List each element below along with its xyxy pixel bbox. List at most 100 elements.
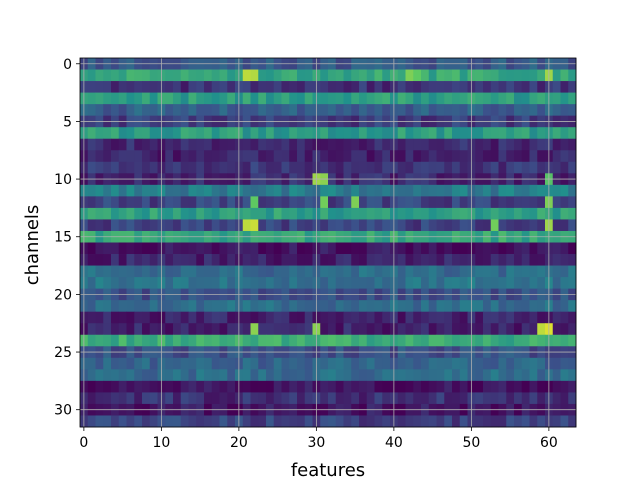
heatmap-cell bbox=[219, 334, 228, 347]
heatmap-cell bbox=[374, 300, 383, 313]
heatmap-cell bbox=[514, 184, 523, 197]
heatmap-cell bbox=[196, 127, 205, 140]
heatmap-cell bbox=[452, 392, 461, 405]
heatmap-cell bbox=[111, 254, 120, 266]
heatmap-cell bbox=[118, 300, 127, 313]
heatmap-cell bbox=[188, 334, 197, 347]
heatmap-cell bbox=[273, 415, 282, 428]
heatmap-cell bbox=[149, 415, 158, 428]
heatmap-cell bbox=[359, 300, 368, 313]
heatmap-cell bbox=[87, 69, 96, 82]
heatmap-cell bbox=[552, 138, 561, 151]
heatmap-cell bbox=[343, 334, 352, 347]
heatmap-cell bbox=[366, 207, 375, 220]
heatmap-cell bbox=[149, 277, 158, 290]
heatmap-cell bbox=[281, 207, 290, 220]
heatmap-cell bbox=[444, 300, 453, 313]
heatmap-cell bbox=[475, 196, 484, 209]
heatmap-cell bbox=[304, 265, 313, 278]
heatmap-cell bbox=[188, 369, 197, 382]
heatmap-cell bbox=[552, 392, 561, 405]
heatmap-cell bbox=[103, 415, 112, 428]
heatmap-cell bbox=[118, 104, 127, 117]
heatmap-cell bbox=[95, 415, 104, 428]
heatmap-cell bbox=[405, 161, 414, 174]
heatmap-cell bbox=[506, 81, 515, 93]
heatmap-cell bbox=[304, 392, 313, 405]
heatmap-cell bbox=[436, 127, 445, 140]
heatmap-cell bbox=[475, 415, 484, 428]
heatmap-cell bbox=[242, 392, 251, 405]
heatmap-cell bbox=[227, 392, 236, 405]
heatmap-cell bbox=[366, 150, 375, 163]
heatmap-cell bbox=[498, 161, 507, 174]
heatmap-cell bbox=[568, 323, 577, 336]
heatmap-cell bbox=[552, 323, 561, 336]
heatmap-cell bbox=[568, 357, 577, 370]
heatmap-cell bbox=[374, 127, 383, 140]
heatmap-cell bbox=[421, 380, 430, 393]
heatmap-cell bbox=[514, 254, 523, 266]
heatmap-cell bbox=[266, 69, 275, 82]
heatmap-cell bbox=[304, 219, 313, 232]
heatmap-cell bbox=[459, 138, 468, 151]
heatmap-cell bbox=[506, 357, 515, 370]
heatmap-cell bbox=[103, 357, 112, 370]
heatmap-cell bbox=[475, 380, 484, 393]
heatmap-cell bbox=[397, 150, 406, 163]
heatmap-cell bbox=[436, 184, 445, 197]
heatmap-cell bbox=[250, 207, 259, 220]
heatmap-cell bbox=[95, 369, 104, 382]
heatmap-cell bbox=[413, 415, 422, 428]
heatmap-cell bbox=[483, 277, 492, 290]
heatmap-cell bbox=[359, 265, 368, 278]
heatmap-cell bbox=[328, 311, 337, 324]
heatmap-cell bbox=[95, 323, 104, 336]
heatmap-cell bbox=[483, 265, 492, 278]
heatmap-cell bbox=[219, 277, 228, 290]
heatmap-cell bbox=[405, 392, 414, 405]
heatmap-cell bbox=[459, 357, 468, 370]
heatmap-cell bbox=[452, 380, 461, 393]
heatmap-cell bbox=[552, 254, 561, 266]
heatmap-cell bbox=[227, 415, 236, 428]
heatmap-cell bbox=[366, 92, 375, 105]
heatmap-cell bbox=[359, 92, 368, 105]
heatmap-cell bbox=[568, 81, 577, 93]
heatmap-cell bbox=[413, 92, 422, 105]
heatmap-cell bbox=[521, 138, 530, 151]
heatmap-cell bbox=[188, 415, 197, 428]
heatmap-cell bbox=[428, 138, 437, 151]
heatmap-cell bbox=[568, 184, 577, 197]
heatmap-cell bbox=[87, 104, 96, 117]
heatmap-cell bbox=[475, 277, 484, 290]
heatmap-cell bbox=[459, 69, 468, 82]
heatmap-cell bbox=[273, 127, 282, 140]
heatmap-cell bbox=[204, 219, 213, 232]
heatmap-cell bbox=[560, 127, 569, 140]
heatmap-cell bbox=[568, 127, 577, 140]
heatmap-cell bbox=[173, 184, 182, 197]
heatmap-cell bbox=[142, 207, 151, 220]
heatmap-cell bbox=[444, 81, 453, 93]
heatmap-cell bbox=[568, 277, 577, 290]
heatmap-cell bbox=[359, 69, 368, 82]
heatmap-cell bbox=[289, 254, 298, 266]
heatmap-cell bbox=[328, 92, 337, 105]
heatmap-cell bbox=[351, 415, 360, 428]
heatmap-cell bbox=[111, 207, 120, 220]
heatmap-cell bbox=[351, 104, 360, 117]
heatmap-cell bbox=[405, 81, 414, 93]
heatmap-cell bbox=[196, 207, 205, 220]
heatmap-cell bbox=[421, 127, 430, 140]
heatmap-cell bbox=[436, 265, 445, 278]
heatmap-cell bbox=[87, 184, 96, 197]
heatmap-cell bbox=[242, 277, 251, 290]
heatmap-cell bbox=[242, 415, 251, 428]
heatmap-cell bbox=[444, 415, 453, 428]
heatmap-cell bbox=[165, 196, 174, 209]
heatmap-cell bbox=[211, 150, 220, 163]
heatmap-cell bbox=[506, 392, 515, 405]
heatmap-cell bbox=[382, 127, 391, 140]
heatmap-cell bbox=[273, 311, 282, 324]
